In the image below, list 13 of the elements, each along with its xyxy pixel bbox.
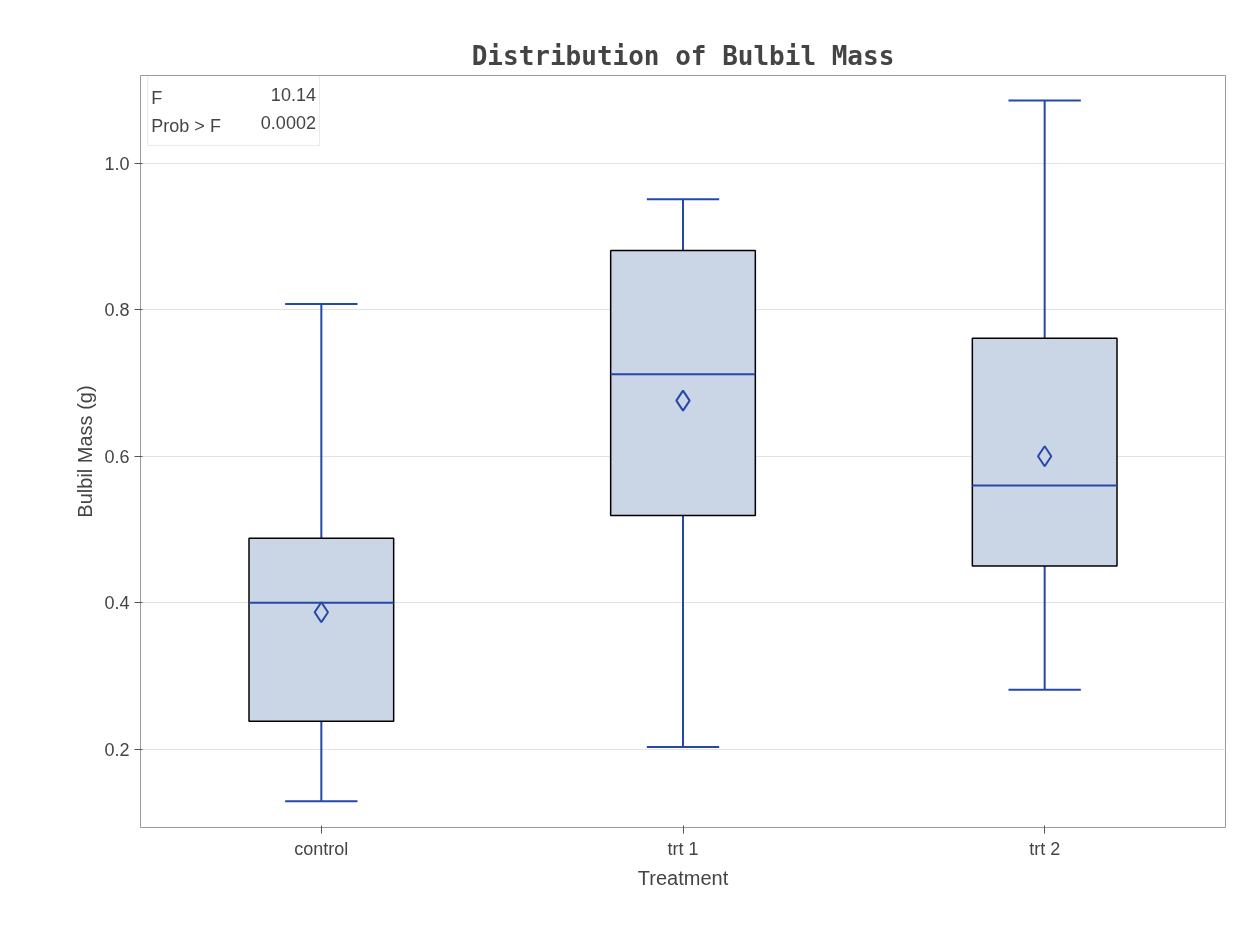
y-axis-title: Bulbil Mass (g) [74, 385, 97, 518]
x-axis-title: Treatment [637, 866, 729, 889]
y-tick-label: 0.2 [104, 739, 130, 760]
x-tick-label: trt 1 [667, 838, 699, 859]
chart-title: Distribution of Bulbil Mass [471, 40, 895, 71]
y-tick-label: 0.8 [104, 300, 130, 321]
y-tick-label: 0.6 [104, 446, 130, 467]
y-tick-label: 1.0 [104, 153, 130, 174]
x-tick-label: control [294, 838, 349, 859]
x-tick-label: trt 2 [1029, 838, 1061, 859]
text: F 10.14 [151, 84, 316, 108]
y-tick-label: 0.4 [104, 593, 130, 614]
text: Prob > F 0.0002 [151, 112, 316, 136]
